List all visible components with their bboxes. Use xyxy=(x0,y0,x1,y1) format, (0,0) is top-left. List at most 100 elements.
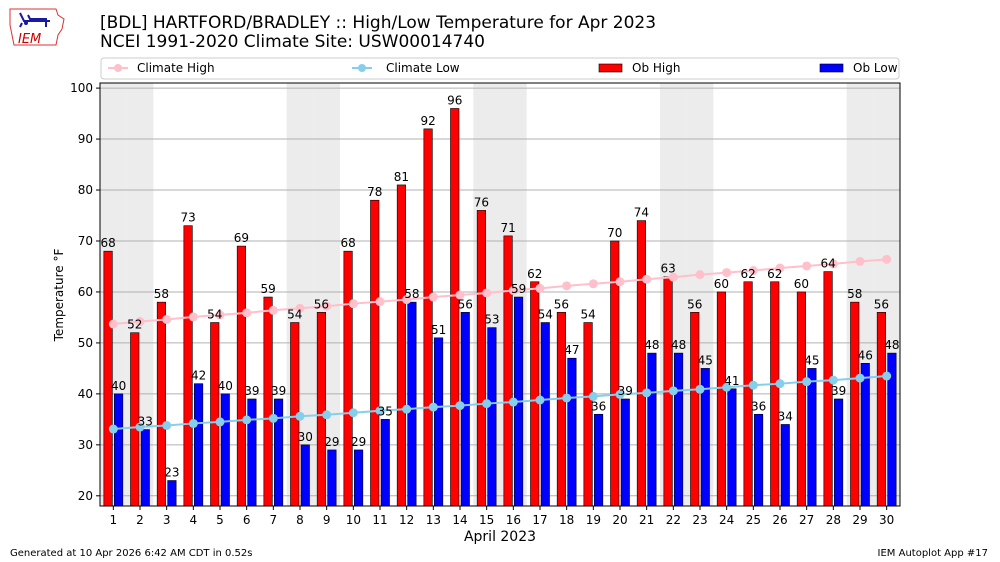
climate-low-point xyxy=(482,399,492,409)
climate-high-point xyxy=(375,297,385,307)
ob-high-bar xyxy=(503,235,513,507)
ob-high-label: 74 xyxy=(634,206,649,220)
climate-low-point xyxy=(322,410,332,420)
ob-low-label: 39 xyxy=(244,384,259,398)
x-tick-label: 3 xyxy=(163,513,171,527)
ob-high-label: 52 xyxy=(127,318,142,332)
ob-low-label: 40 xyxy=(218,379,233,393)
x-tick-label: 24 xyxy=(719,513,734,527)
x-tick-label: 8 xyxy=(296,513,304,527)
ob-high-bar xyxy=(583,322,593,507)
ob-high-label: 62 xyxy=(740,267,755,281)
climate-low-point xyxy=(748,380,758,390)
climate-high-point xyxy=(242,308,252,318)
climate-low-point xyxy=(375,406,385,416)
climate-high-point xyxy=(775,263,785,273)
climate-low-point xyxy=(562,393,572,403)
ob-low-label: 33 xyxy=(138,415,153,429)
legend-ob-low-swatch-icon xyxy=(819,63,844,73)
ob-high-label: 56 xyxy=(314,297,329,311)
ob-low-label: 47 xyxy=(564,343,579,357)
x-tick-label: 21 xyxy=(639,513,654,527)
ob-low-bar xyxy=(860,363,870,507)
ob-low-label: 54 xyxy=(538,308,553,322)
y-tick-label: 50 xyxy=(78,336,93,350)
ob-low-label: 29 xyxy=(351,435,366,449)
x-tick-label: 25 xyxy=(746,513,761,527)
ob-high-label: 68 xyxy=(340,236,355,250)
climate-low-point xyxy=(348,408,358,418)
ob-low-label: 48 xyxy=(644,338,659,352)
x-tick-label: 6 xyxy=(243,513,251,527)
ob-high-label: 63 xyxy=(660,262,675,276)
x-tick-label: 17 xyxy=(532,513,547,527)
ob-low-label: 36 xyxy=(751,399,766,413)
ob-high-label: 56 xyxy=(687,297,702,311)
climate-high-point xyxy=(348,299,358,309)
ob-high-bar xyxy=(396,184,406,507)
ob-high-label: 64 xyxy=(820,257,835,271)
ob-low-bar xyxy=(114,393,124,507)
ob-high-label: 60 xyxy=(714,277,729,291)
ob-high-label: 73 xyxy=(180,211,195,225)
ob-low-label: 51 xyxy=(431,323,446,337)
climate-high-point xyxy=(322,301,332,311)
ob-low-bar xyxy=(487,327,497,507)
ob-low-label: 42 xyxy=(191,369,206,383)
x-tick-label: 15 xyxy=(479,513,494,527)
x-tick-label: 22 xyxy=(666,513,681,527)
ob-high-bar xyxy=(263,296,273,507)
climate-high-point xyxy=(722,268,732,278)
ob-high-label: 60 xyxy=(794,277,809,291)
x-tick-label: 4 xyxy=(190,513,198,527)
ob-high-bar xyxy=(183,225,193,507)
ob-low-label: 36 xyxy=(591,399,606,413)
ob-low-label: 39 xyxy=(831,384,846,398)
ob-low-label: 41 xyxy=(724,374,739,388)
climate-low-point xyxy=(668,386,678,396)
climate-low-point xyxy=(242,415,252,425)
climate-high-point xyxy=(668,272,678,282)
ob-low-label: 48 xyxy=(671,338,686,352)
ob-low-bar xyxy=(647,352,657,507)
climate-high-point xyxy=(642,274,652,284)
x-tick-label: 7 xyxy=(270,513,278,527)
ob-high-label: 58 xyxy=(847,287,862,301)
climate-high-point xyxy=(615,277,625,287)
ob-low-label: 40 xyxy=(111,379,126,393)
climate-low-point xyxy=(508,397,518,407)
ob-low-label: 35 xyxy=(378,404,393,418)
ob-low-bar xyxy=(167,480,177,507)
ob-high-label: 54 xyxy=(287,308,302,322)
x-tick-label: 5 xyxy=(216,513,224,527)
climate-high-point xyxy=(428,292,438,302)
ob-high-label: 56 xyxy=(554,297,569,311)
ob-low-bar xyxy=(140,429,150,507)
y-axis: 20 30 40 50 60 70 80 90 100 xyxy=(70,81,100,503)
climate-high-point xyxy=(855,256,865,266)
x-tick-label: 26 xyxy=(772,513,787,527)
ob-low-bar xyxy=(834,398,844,507)
x-axis: 1 2 3 4 5 6 7 8 9 10 11 12 13 14 15 16 17 18 19 20 21 22 23 24 2… xyxy=(110,506,894,527)
iem-logo: IEM xyxy=(9,8,65,47)
climate-high-point xyxy=(402,295,412,305)
climate-low-point xyxy=(775,379,785,389)
x-tick-label: 28 xyxy=(826,513,841,527)
ob-low-bar xyxy=(567,357,577,507)
chart-title: [BDL] HARTFORD/BRADLEY :: High/Low Tempe… xyxy=(100,13,657,33)
climate-low-point xyxy=(855,373,865,383)
x-tick-label: 16 xyxy=(506,513,521,527)
climate-high-point xyxy=(562,281,572,291)
climate-low-point xyxy=(615,389,625,399)
legend-climate-high-label: Climate High xyxy=(137,61,215,75)
ob-high-bar xyxy=(796,291,806,507)
x-tick-label: 9 xyxy=(323,513,331,527)
x-tick-label: 23 xyxy=(692,513,707,527)
legend-ob-high-swatch-icon xyxy=(598,63,623,73)
climate-high-point xyxy=(828,259,838,269)
climate-lines xyxy=(108,254,892,434)
y-tick-label: 80 xyxy=(78,183,93,197)
x-tick-label: 14 xyxy=(452,513,467,527)
climate-low-point xyxy=(268,413,278,423)
